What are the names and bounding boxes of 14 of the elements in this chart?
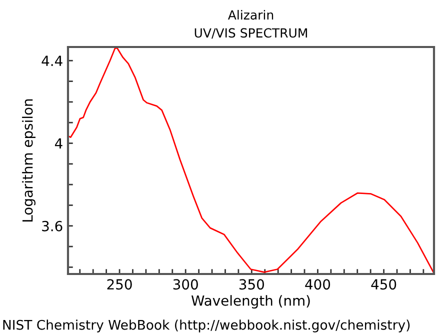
x-tick-label: 400 <box>305 279 330 290</box>
y-tick-label: 4.4 <box>42 56 62 66</box>
x-tick-label: 300 <box>173 279 198 290</box>
text: NIST Chemistry WebBook (http://webbook.nist.gov/chemistry) <box>3 320 410 332</box>
chart-title: Alizarin <box>228 10 274 20</box>
y-tick-label: 3.6 <box>42 220 62 232</box>
line-series <box>68 48 434 274</box>
chart-subtitle: UV/VIS SPECTRUM <box>194 28 307 39</box>
x-tick-label: 350 <box>239 279 264 290</box>
x-tick-label: 450 <box>371 279 396 290</box>
y-tick-label: 4 <box>54 138 62 149</box>
y-axis-title: Logarithm epsilon <box>22 99 36 222</box>
x-tick-label: 250 <box>107 279 132 290</box>
x-axis-title: Wavelength (nm) <box>191 295 310 309</box>
